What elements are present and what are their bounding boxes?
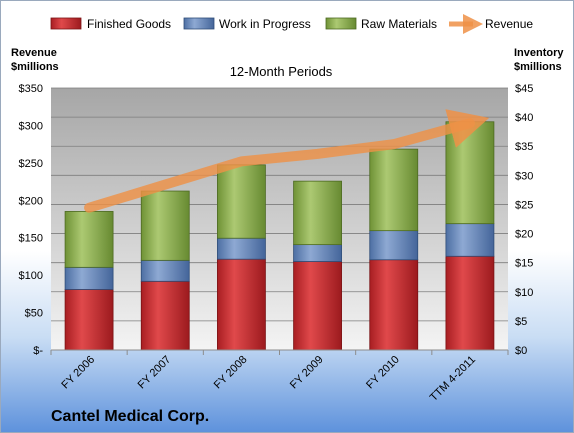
revenue-point	[88, 207, 90, 209]
right-axis-title-line1: Inventory	[514, 47, 564, 59]
x-tick-label: FY 2009	[288, 354, 326, 392]
bar-finished-goods	[217, 258, 266, 351]
bar-work-in-progress	[293, 244, 342, 262]
bar-raw-materials	[140, 190, 190, 261]
revenue-point	[317, 153, 319, 155]
bar-work-in-progress	[64, 266, 114, 290]
legend-swatch-work-in-progress	[183, 17, 215, 30]
right-tick-label: $5	[515, 316, 527, 328]
bar-finished-goods	[64, 289, 114, 351]
right-axis-title-line2: $millions	[514, 61, 562, 73]
legend-label-work-in-progress: Work in Progress	[219, 17, 311, 31]
right-tick-label: $45	[515, 83, 533, 95]
right-tick-label: $40	[515, 112, 533, 124]
x-tick-label: FY 2008	[212, 354, 250, 392]
x-tick-label: FY 2006	[59, 354, 97, 392]
bar-raw-materials	[369, 148, 419, 232]
left-tick-label: $250	[19, 158, 43, 170]
revenue-point	[469, 122, 471, 124]
left-tick-label: $200	[19, 195, 43, 207]
x-tick-label: TTM 4-2011	[428, 354, 478, 404]
bar-finished-goods	[445, 255, 495, 351]
left-axis-title-line2: $millions	[11, 61, 59, 73]
right-tick-label: $30	[515, 170, 533, 182]
right-tick-label: $10	[515, 287, 533, 299]
left-tick-label: $100	[19, 270, 43, 282]
bar-raw-materials	[445, 121, 495, 225]
company-name: Cantel Medical Corp.	[51, 408, 209, 425]
bar-raw-materials	[293, 180, 342, 246]
bar-finished-goods	[369, 259, 419, 351]
left-tick-label: $150	[19, 233, 43, 245]
legend: Finished Goods Work in Progress Raw Mate…	[50, 14, 533, 34]
legend-swatch-raw-materials	[325, 17, 357, 30]
revenue-point	[240, 160, 242, 162]
revenue-point	[393, 143, 395, 145]
revenue-point	[164, 184, 166, 186]
legend-label-finished-goods: Finished Goods	[87, 17, 171, 31]
right-tick-label: $25	[515, 199, 533, 211]
bar-work-in-progress	[217, 237, 266, 260]
bar-finished-goods	[140, 280, 190, 351]
bar-finished-goods	[293, 261, 342, 351]
left-tick-label: $-	[33, 345, 43, 357]
left-axis-title-line1: Revenue	[11, 47, 57, 59]
right-tick-label: $20	[515, 229, 533, 241]
x-tick-label: FY 2007	[136, 354, 174, 392]
legend-label-raw-materials: Raw Materials	[361, 17, 437, 31]
legend-label-revenue: Revenue	[485, 17, 533, 31]
right-tick-label: $35	[515, 141, 533, 153]
legend-swatch-finished-goods	[50, 17, 82, 30]
left-tick-label: $350	[19, 83, 43, 95]
bar-work-in-progress	[140, 259, 190, 282]
right-tick-label: $0	[515, 345, 527, 357]
bar-raw-materials	[64, 211, 114, 268]
revenue-line	[84, 109, 490, 213]
bar-work-in-progress	[369, 230, 419, 261]
chart-subtitle: 12-Month Periods	[230, 64, 333, 79]
bar-raw-materials	[217, 164, 266, 239]
left-tick-label: $50	[25, 308, 43, 320]
x-tick-label: FY 2010	[364, 354, 402, 392]
left-tick-label: $300	[19, 120, 43, 132]
bar-work-in-progress	[445, 223, 495, 257]
right-tick-label: $15	[515, 258, 533, 270]
